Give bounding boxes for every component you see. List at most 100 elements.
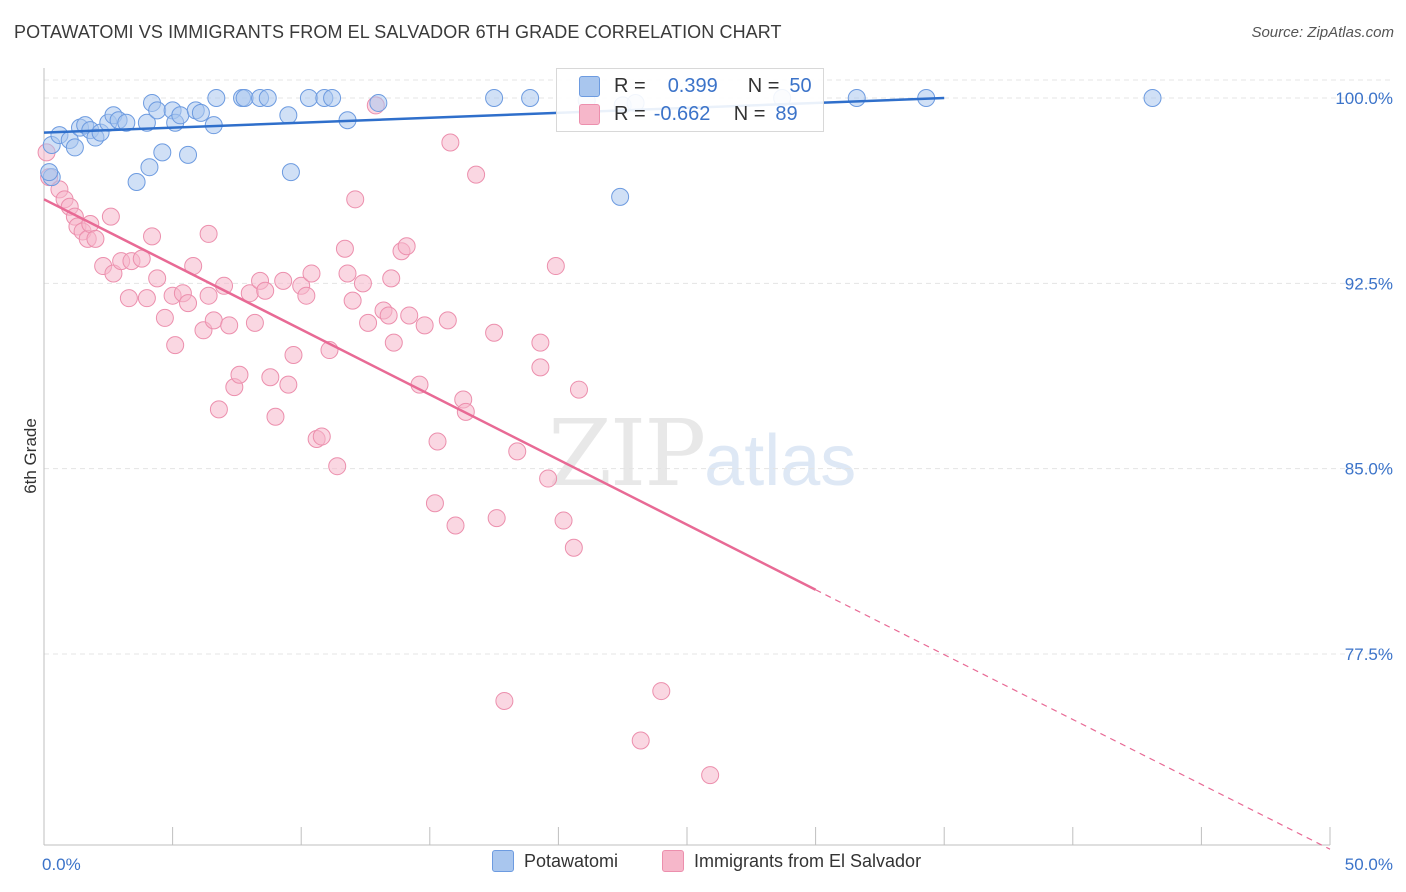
point-el-salvador (209, 400, 228, 419)
point-potawatomi (521, 89, 540, 107)
legend-n-label: N = (747, 74, 780, 97)
point-potawatomi (137, 113, 156, 132)
point-potawatomi (207, 89, 226, 107)
point-el-salvador (297, 286, 316, 305)
legend-row-el-salvador: R = -0.662 N = 89 (579, 101, 798, 127)
point-el-salvador (631, 731, 650, 750)
legend-n-label: N = (733, 102, 766, 125)
point-potawatomi (171, 106, 190, 125)
point-potawatomi (40, 163, 59, 182)
point-potawatomi (369, 93, 388, 112)
legend-n-value: 89 (775, 102, 798, 125)
point-potawatomi (127, 173, 146, 192)
point-potawatomi (281, 163, 300, 182)
point-el-salvador (569, 380, 588, 399)
point-potawatomi (847, 89, 866, 107)
point-potawatomi (279, 106, 298, 125)
point-potawatomi (140, 158, 159, 177)
point-el-salvador (119, 289, 138, 308)
point-el-salvador (539, 469, 558, 488)
point-el-salvador (467, 165, 486, 184)
series-legend: Potawatomi Immigrants from El Salvador (0, 850, 1406, 878)
point-potawatomi (179, 145, 198, 164)
x-tick-label: 0.0% (42, 855, 81, 874)
point-el-salvador (143, 227, 162, 246)
y-tick-label: 77.5% (1345, 645, 1393, 664)
point-el-salvador (438, 311, 457, 330)
point-el-salvador (554, 511, 573, 530)
legend-swatch-blue (579, 75, 600, 97)
point-potawatomi (117, 113, 136, 132)
legend-r-label: R = (614, 74, 646, 97)
point-el-salvador (137, 289, 156, 308)
legend-row-potawatomi: R = 0.399 N = 50 (579, 73, 812, 99)
watermark-zip: ZIP (548, 400, 706, 507)
point-el-salvador (256, 281, 275, 300)
point-el-salvador (531, 358, 550, 377)
trendline-el-salvador-extension (815, 589, 1331, 850)
legend-n-value: 50 (789, 74, 812, 97)
point-el-salvador (701, 766, 720, 785)
point-el-salvador (199, 224, 218, 243)
chart-title: POTAWATOMI VS IMMIGRANTS FROM EL SALVADO… (14, 22, 782, 42)
point-el-salvador (485, 323, 504, 342)
point-el-salvador (428, 432, 447, 451)
y-tick-label: 100.0% (1335, 89, 1393, 108)
point-potawatomi (235, 89, 254, 107)
point-el-salvador (312, 427, 331, 446)
point-el-salvador (245, 313, 264, 332)
trendline-el-salvador (43, 198, 817, 591)
point-potawatomi (258, 89, 277, 107)
point-el-salvador (220, 316, 239, 335)
point-el-salvador (425, 494, 444, 513)
point-el-salvador (266, 407, 285, 426)
point-potawatomi (485, 89, 504, 107)
point-el-salvador (274, 271, 293, 290)
y-tick-label: 92.5% (1345, 274, 1393, 293)
series-el-salvador (37, 96, 720, 785)
point-el-salvador (446, 516, 465, 535)
legend-item-el-salvador: Immigrants from El Salvador (662, 850, 921, 872)
point-potawatomi (299, 89, 318, 107)
point-el-salvador (302, 264, 321, 283)
point-el-salvador (400, 306, 419, 325)
legend-r-label: R = (614, 102, 646, 125)
point-el-salvador (179, 294, 198, 313)
point-el-salvador (379, 306, 398, 325)
point-potawatomi (1143, 89, 1162, 107)
y-tick-label: 85.0% (1345, 460, 1393, 479)
legend-swatch-pink (662, 850, 684, 872)
point-el-salvador (284, 345, 303, 364)
point-el-salvador (166, 336, 185, 355)
chart-source: Source: ZipAtlas.com (1251, 24, 1394, 41)
point-el-salvador (415, 316, 434, 335)
legend-swatch-blue (492, 850, 514, 872)
point-el-salvador (652, 682, 671, 701)
point-el-salvador (346, 190, 365, 209)
point-el-salvador (495, 691, 514, 710)
point-el-salvador (155, 308, 174, 327)
point-el-salvador (508, 442, 527, 461)
point-el-salvador (328, 457, 347, 476)
point-el-salvador (397, 237, 416, 256)
point-potawatomi (65, 138, 84, 157)
point-el-salvador (564, 538, 583, 557)
point-el-salvador (199, 286, 218, 305)
correlation-legend: R = 0.399 N = 50 R = -0.662 N = 89 (556, 68, 824, 132)
watermark-atlas: atlas (704, 421, 857, 501)
point-el-salvador (343, 291, 362, 310)
point-el-salvador (338, 264, 357, 283)
point-potawatomi (611, 187, 630, 206)
point-el-salvador (382, 269, 401, 288)
point-el-salvador (353, 274, 372, 293)
point-potawatomi (191, 103, 210, 122)
y-axis-label: 6th Grade (21, 418, 40, 494)
point-el-salvador (384, 333, 403, 352)
legend-item-potawatomi: Potawatomi (492, 850, 618, 872)
point-el-salvador (441, 133, 460, 152)
point-el-salvador (101, 207, 120, 226)
legend-r-value: 0.399 (667, 74, 718, 97)
point-el-salvador (148, 269, 167, 288)
point-el-salvador (86, 229, 105, 248)
